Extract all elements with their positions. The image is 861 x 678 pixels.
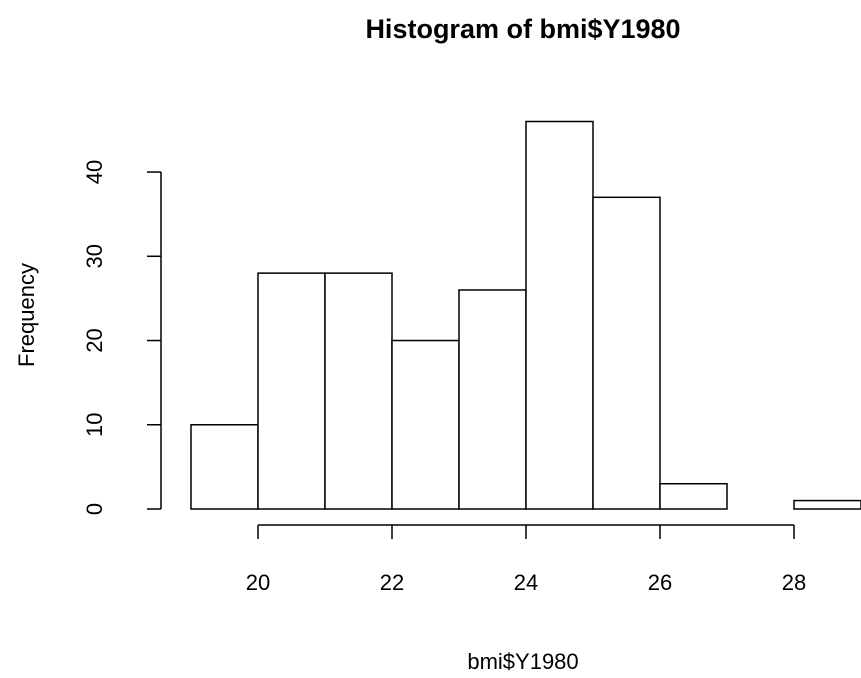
bar: [659, 482, 728, 510]
x-tick-label: 22: [380, 570, 404, 595]
y-tick-label: 40: [82, 160, 107, 184]
bar: [525, 120, 594, 510]
bar: [391, 339, 460, 510]
x-tick-label: 26: [648, 570, 672, 595]
bar: [458, 289, 527, 510]
y-tick-label: 20: [82, 328, 107, 352]
x-tick-label: 24: [514, 570, 538, 595]
y-tick-label: 30: [82, 244, 107, 268]
bar: [324, 272, 393, 510]
x-tick-label: 28: [782, 570, 806, 595]
x-axis-label: bmi$Y1980: [467, 649, 578, 674]
chart-title: Histogram of bmi$Y1980: [365, 14, 680, 44]
bar: [793, 499, 861, 510]
y-axis-label: Frequency: [14, 263, 39, 367]
y-tick-label: 10: [82, 413, 107, 437]
bar: [190, 424, 259, 510]
x-tick-label: 20: [246, 570, 270, 595]
bar: [257, 272, 326, 510]
y-tick-label: 0: [82, 503, 107, 515]
bar: [592, 196, 661, 510]
